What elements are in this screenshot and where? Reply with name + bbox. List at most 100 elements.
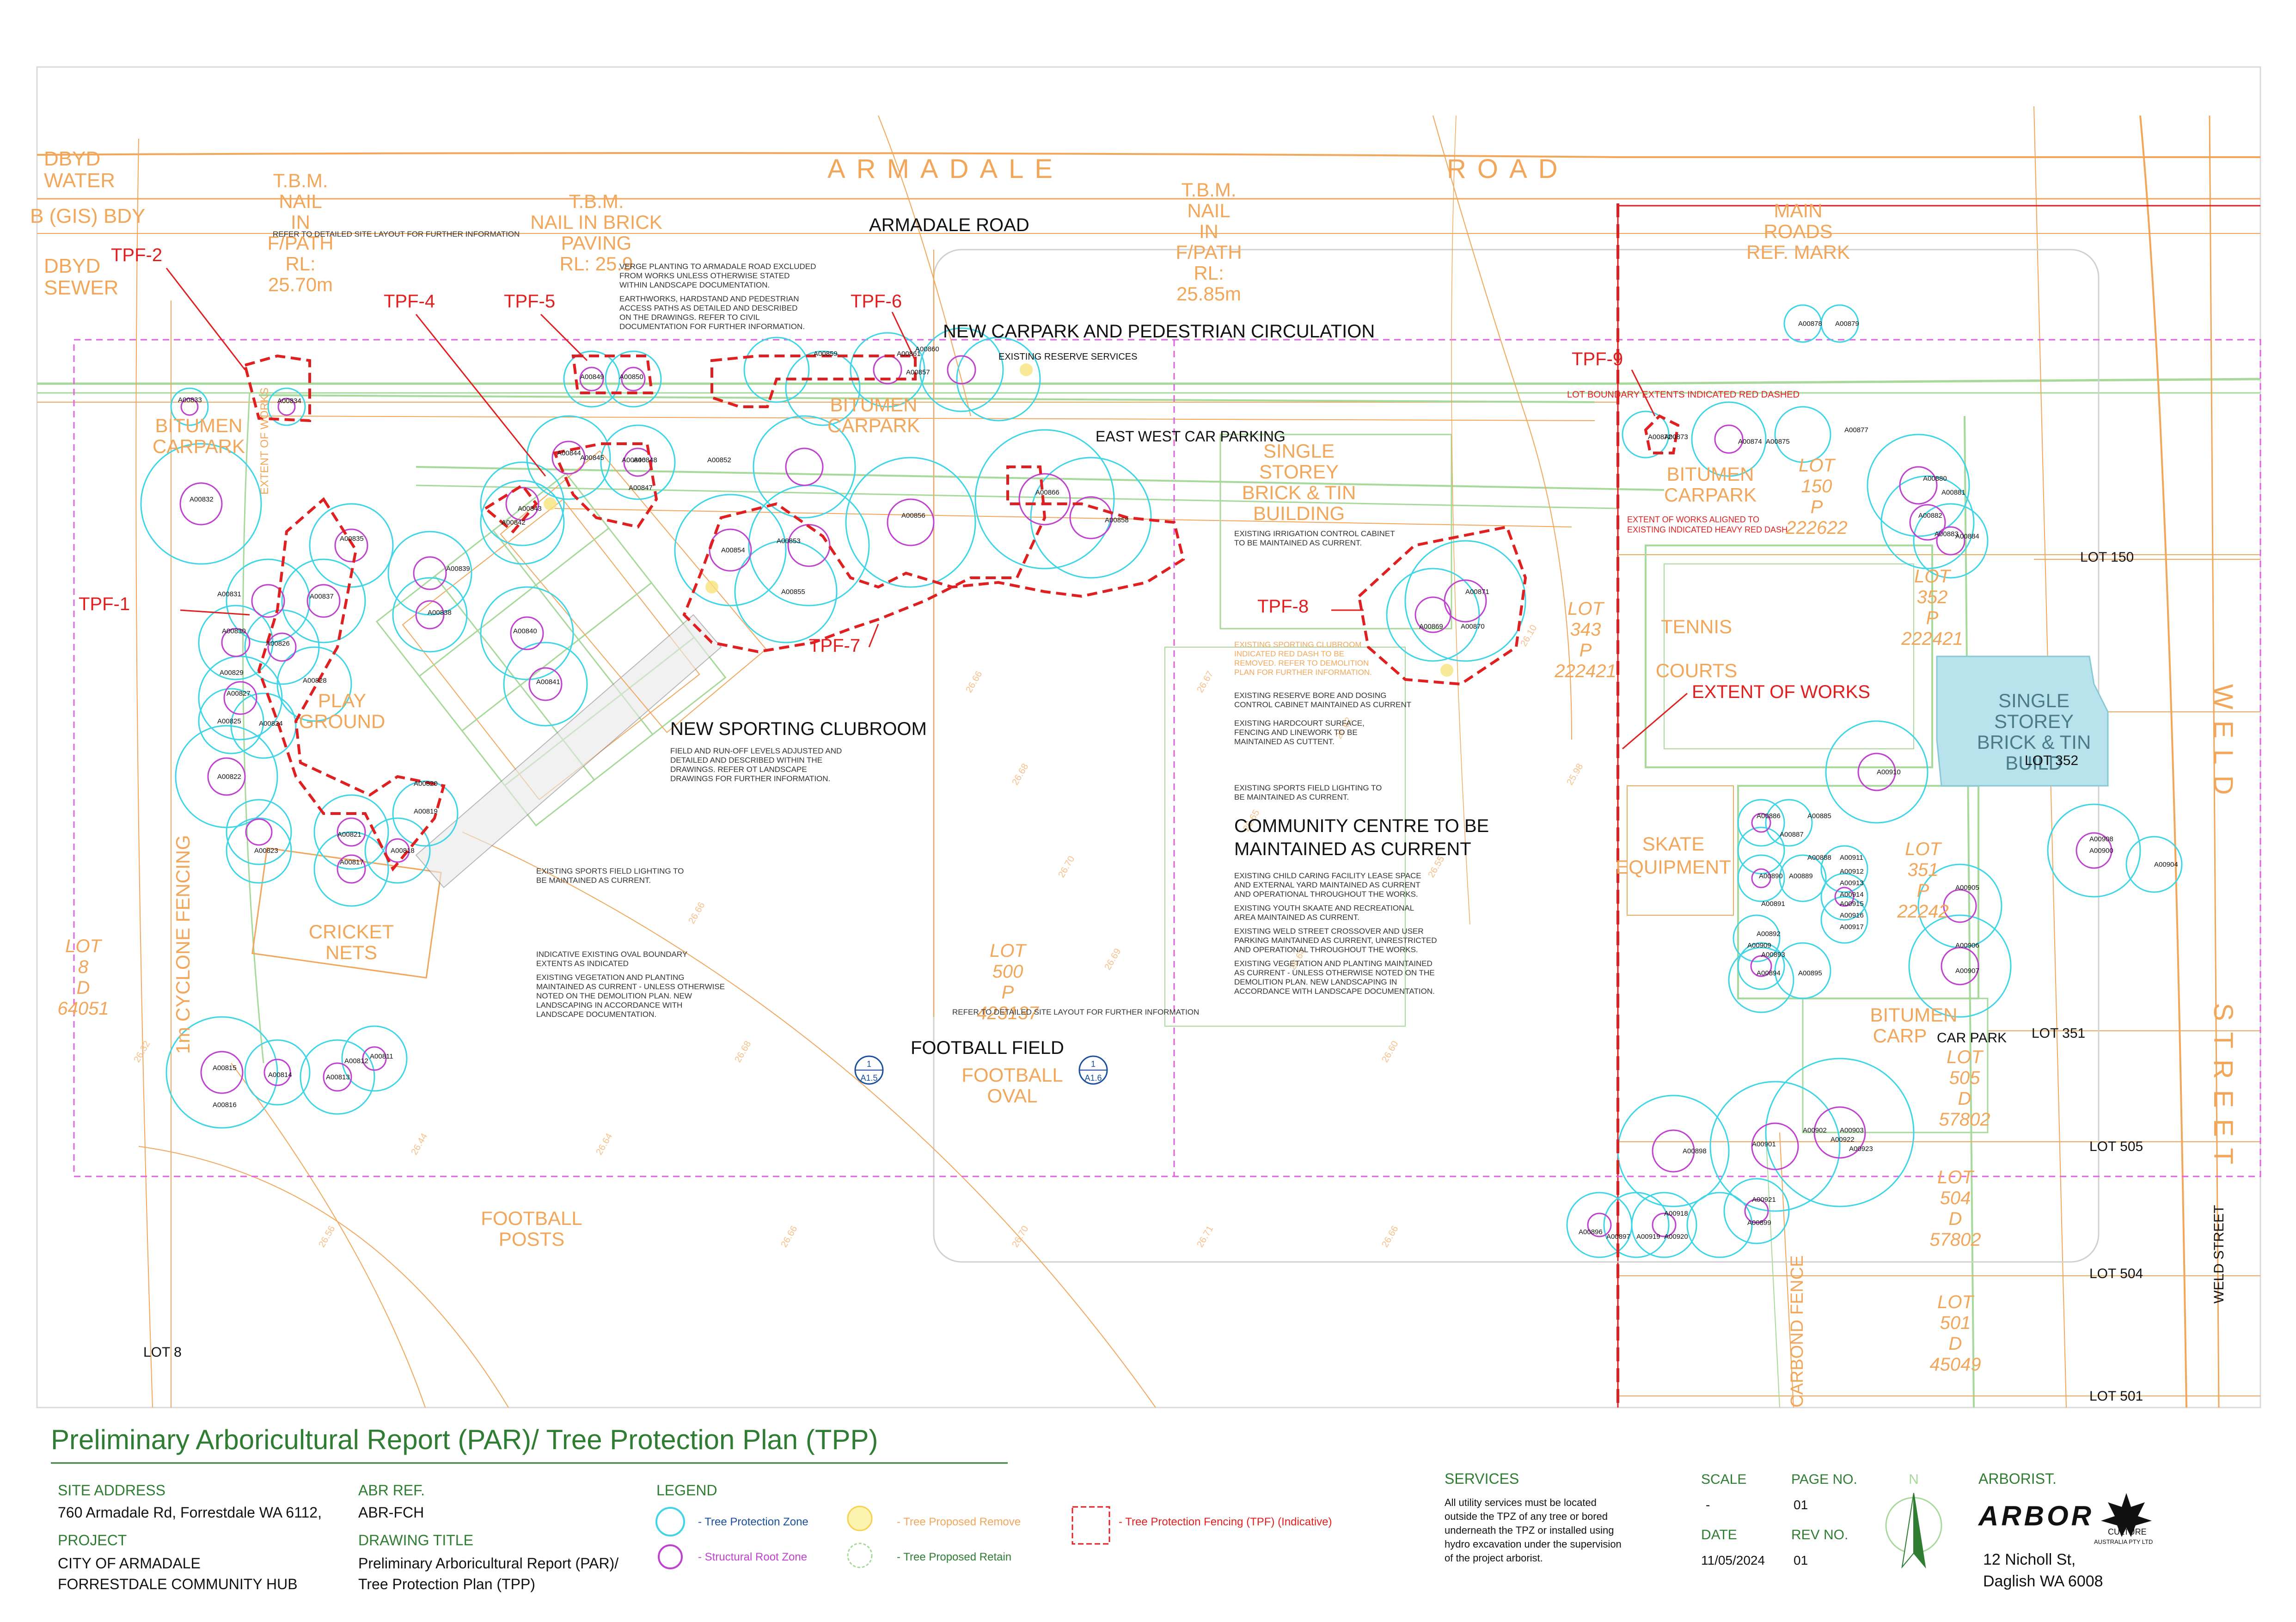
svg-text:STOREY: STOREY bbox=[1994, 710, 2074, 732]
tree-id-label: A00819 bbox=[414, 808, 438, 815]
tree-id-label: A00812 bbox=[344, 1057, 368, 1065]
road-label: ROAD bbox=[1447, 154, 1569, 184]
tree-id-label: A00888 bbox=[1807, 854, 1831, 862]
tpf-8-label: TPF-8 bbox=[1257, 596, 1309, 617]
svg-text:26.64: 26.64 bbox=[594, 1132, 614, 1157]
svg-text:underneath the TPZ or installe: underneath the TPZ or installed using bbox=[1445, 1524, 1614, 1536]
svg-text:57802: 57802 bbox=[1929, 1230, 1981, 1250]
svg-text:CULTURE: CULTURE bbox=[2108, 1527, 2147, 1536]
tree-id-label: A00897 bbox=[1606, 1233, 1630, 1241]
tree-id-label: A00835 bbox=[340, 535, 364, 543]
svg-text:760 Armadale Rd, Forrestdale W: 760 Armadale Rd, Forrestdale WA 6112, bbox=[58, 1504, 322, 1521]
svg-text:T.B.M.: T.B.M. bbox=[1181, 179, 1236, 201]
tree-id-label: A00849 bbox=[580, 373, 604, 381]
svg-text:EQUIPMENT: EQUIPMENT bbox=[1616, 856, 1731, 878]
tree-id-label: A00900 bbox=[2089, 847, 2113, 855]
svg-text:DRAWING TITLE: DRAWING TITLE bbox=[358, 1532, 473, 1549]
svg-text:222421: 222421 bbox=[1901, 629, 1963, 649]
svg-text:12 Nicholl St,: 12 Nicholl St, bbox=[1983, 1551, 2076, 1568]
svg-text:REF. MARK: REF. MARK bbox=[1746, 241, 1850, 263]
svg-text:PARKING MAINTAINED AS CURRENT,: PARKING MAINTAINED AS CURRENT, UNRESTRIC… bbox=[1234, 936, 1437, 945]
svg-text:26.32: 26.32 bbox=[132, 1039, 152, 1064]
svg-text:- Tree Protection Zone: - Tree Protection Zone bbox=[698, 1516, 808, 1528]
tree-id-label: A00852 bbox=[707, 456, 731, 464]
svg-text:COURTS: COURTS bbox=[1656, 660, 1738, 681]
svg-text:REMOVED. REFER TO DEMOLITION: REMOVED. REFER TO DEMOLITION bbox=[1234, 659, 1369, 667]
svg-text:EXISTING SPORTS FIELD LIGHTING: EXISTING SPORTS FIELD LIGHTING TO bbox=[1234, 783, 1382, 792]
tree-id-label: A00913 bbox=[1840, 879, 1864, 887]
svg-text:26.68: 26.68 bbox=[1010, 762, 1030, 787]
section-marker-1: 1 A1.5 bbox=[854, 1055, 884, 1085]
tree-id-label: A00887 bbox=[1780, 831, 1804, 839]
svg-text:BE MAINTAINED AS CURRENT.: BE MAINTAINED AS CURRENT. bbox=[1234, 793, 1349, 802]
tree-id-label: A00903 bbox=[1840, 1126, 1864, 1134]
svg-text:INDICATED RED DASH TO BE: INDICATED RED DASH TO BE bbox=[1234, 649, 1344, 658]
svg-text:DOCUMENTATION FOR FURTHER INFO: DOCUMENTATION FOR FURTHER INFORMATION. bbox=[619, 322, 805, 331]
tree-id-label: A00816 bbox=[213, 1101, 237, 1109]
svg-text:EXISTING RESERVE BORE AND DOSI: EXISTING RESERVE BORE AND DOSING bbox=[1234, 691, 1386, 700]
svg-text:T.B.M.: T.B.M. bbox=[569, 190, 624, 212]
tree-id-label: A00908 bbox=[2089, 835, 2113, 843]
tree-id-label: A00857 bbox=[906, 368, 930, 376]
svg-text:BRICK & TIN: BRICK & TIN bbox=[1977, 731, 2091, 753]
tree-id-label: A00912 bbox=[1840, 868, 1864, 875]
tree-id-label: A00872 bbox=[1648, 433, 1672, 441]
tree-id-label: A00891 bbox=[1761, 900, 1785, 908]
tree-id-label: A00879 bbox=[1835, 320, 1859, 328]
title-block: Preliminary Arboricultural Report (PAR)/… bbox=[51, 1424, 2153, 1592]
svg-text:P: P bbox=[1917, 881, 1929, 901]
svg-text:RL: 25.9: RL: 25.9 bbox=[560, 253, 633, 275]
svg-text:P: P bbox=[1926, 608, 1939, 628]
svg-text:REFER TO DETAILED SITE LAYOUT: REFER TO DETAILED SITE LAYOUT FOR FURTHE… bbox=[952, 1008, 1199, 1016]
svg-text:PROJECT: PROJECT bbox=[58, 1532, 127, 1549]
svg-text:64051: 64051 bbox=[57, 998, 109, 1019]
tree-id-label: A00918 bbox=[1664, 1210, 1688, 1218]
svg-text:423137: 423137 bbox=[977, 1003, 1039, 1023]
svg-text:AND OPERATIONAL THROUGHOUT THE: AND OPERATIONAL THROUGHOUT THE WORKS. bbox=[1234, 945, 1418, 954]
svg-text:AUSTRALIA PTY LTD: AUSTRALIA PTY LTD bbox=[2094, 1538, 2153, 1545]
svg-text:IN: IN bbox=[1199, 220, 1218, 242]
tree-id-label: A00823 bbox=[254, 847, 278, 855]
svg-text:351: 351 bbox=[1908, 860, 1939, 880]
svg-text:REV NO.: REV NO. bbox=[1791, 1527, 1848, 1542]
svg-text:EXISTING SPORTS FIELD LIGHTING: EXISTING SPORTS FIELD LIGHTING TO bbox=[536, 867, 684, 875]
svg-text:BE MAINTAINED AS CURRENT.: BE MAINTAINED AS CURRENT. bbox=[536, 876, 651, 885]
new-sporting-clubroom-label: NEW SPORTING CLUBROOM bbox=[670, 719, 927, 739]
svg-text:CARBOND FENCE: CARBOND FENCE bbox=[1788, 1255, 1807, 1408]
svg-text:Preliminary Arboricultural Rep: Preliminary Arboricultural Report (PAR)/ bbox=[358, 1555, 618, 1572]
svg-text:LOT: LOT bbox=[1937, 1292, 1974, 1312]
svg-text:EXTENT OF WORKS: EXTENT OF WORKS bbox=[258, 387, 271, 495]
svg-text:SCALE: SCALE bbox=[1701, 1472, 1746, 1487]
svg-text:FOOTBALL: FOOTBALL bbox=[481, 1207, 582, 1229]
svg-text:NAIL: NAIL bbox=[1187, 200, 1230, 221]
svg-text:26.10: 26.10 bbox=[1518, 623, 1539, 648]
svg-text:BITUMEN: BITUMEN bbox=[1667, 463, 1754, 485]
svg-text:VERGE PLANTING TO ARMADALE ROA: VERGE PLANTING TO ARMADALE ROAD EXCLUDED bbox=[619, 262, 816, 271]
svg-text:45049: 45049 bbox=[1929, 1354, 1981, 1375]
svg-text:F/PATH: F/PATH bbox=[1176, 241, 1242, 263]
tree-id-label: A00890 bbox=[1759, 872, 1783, 880]
tree-id-label: A00854 bbox=[721, 546, 745, 554]
svg-text:26.70: 26.70 bbox=[1056, 854, 1077, 879]
tree-id-label: A00921 bbox=[1752, 1196, 1776, 1204]
svg-text:-: - bbox=[1706, 1498, 1710, 1512]
svg-text:CRICKET: CRICKET bbox=[309, 921, 394, 943]
tree-id-label: A00837 bbox=[310, 593, 334, 600]
svg-text:T.B.M.: T.B.M. bbox=[273, 170, 328, 191]
dbyd-water-2: WATER bbox=[44, 169, 115, 192]
tree-id-label: A00909 bbox=[1747, 942, 1771, 949]
tree-id-label: A00911 bbox=[1840, 854, 1863, 862]
svg-text:D: D bbox=[77, 978, 90, 998]
tpf-2-label: TPF-2 bbox=[111, 245, 162, 265]
tree-id-label: A00850 bbox=[619, 373, 643, 381]
tree-id-label: A00873 bbox=[1664, 433, 1688, 441]
svg-text:RL:: RL: bbox=[285, 253, 315, 275]
svg-text:26.68: 26.68 bbox=[733, 1039, 753, 1064]
tree-id-label: A00915 bbox=[1840, 900, 1864, 908]
svg-text:INDICATIVE EXISTING OVAL BOUND: INDICATIVE EXISTING OVAL BOUNDARY bbox=[536, 950, 687, 959]
svg-text:DETAILED AND DESCRIBED WITHIN: DETAILED AND DESCRIBED WITHIN THE bbox=[670, 756, 822, 765]
tree-id-label: A00829 bbox=[220, 669, 244, 677]
svg-text:26.66: 26.66 bbox=[964, 669, 984, 694]
tpf-4-label: TPF-4 bbox=[384, 291, 435, 312]
tree-id-label: A00856 bbox=[901, 512, 925, 520]
